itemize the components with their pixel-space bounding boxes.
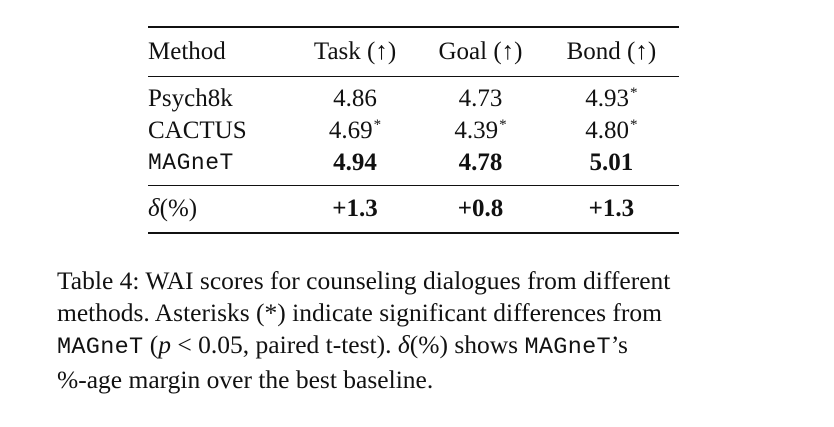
header-bond: Bond (↑) [566,38,657,65]
task-score: 4.69* [328,116,382,144]
caption-line: Table 4: WAI scores for counseling dialo… [57,266,671,295]
bond-score: 4.80* [585,116,638,144]
table-header-row: Method Task (↑) Goal (↑) Bond (↑) [148,27,679,77]
header-task: Task (↑) [313,38,397,65]
method-name: CACTUS [148,117,247,144]
caption-line: MAGneT (p < 0.05, paired t-test). δ(%) s… [57,330,628,361]
method-name: MAGneT [148,150,234,176]
results-table: Method Task (↑) Goal (↑) Bond (↑) Psych8… [148,26,679,234]
task-score: 4.86 [333,85,377,112]
caption-line: %-age margin over the best baseline. [57,365,434,394]
delta-goal: +0.8 [457,195,504,222]
bond-score: 4.93* [585,84,638,112]
method-name: Psych8k [148,85,233,112]
delta-bond: +1.3 [588,195,635,222]
significance-star: * [630,84,638,101]
goal-score: 4.73 [458,85,503,112]
significance-star: * [630,116,638,133]
task-score: 4.94 [333,149,377,176]
table-row: MAGneT 4.94 4.78 5.01 [148,147,679,186]
bond-score: 5.01 [589,149,634,176]
header-method: Method [148,38,226,65]
delta-row: δ(%) +1.3 +0.8 +1.3 [148,185,679,233]
header-goal: Goal (↑) [438,38,523,65]
significance-star: * [373,116,382,133]
table-row: CACTUS 4.69* 4.39* 4.80* [148,115,679,147]
delta-label: δ(%) [148,195,198,222]
goal-score: 4.39* [454,116,507,144]
table-caption: Table 4: WAI scores for counseling dialo… [57,265,773,396]
caption-line: methods. Asterisks (*) indicate signific… [57,298,662,327]
goal-score: 4.78 [458,149,503,176]
delta-task: +1.3 [332,195,378,222]
results-table-container: Method Task (↑) Goal (↑) Bond (↑) Psych8… [148,26,679,234]
significance-star: * [499,116,507,133]
table-row: Psych8k 4.86 4.73 4.93* [148,76,679,116]
